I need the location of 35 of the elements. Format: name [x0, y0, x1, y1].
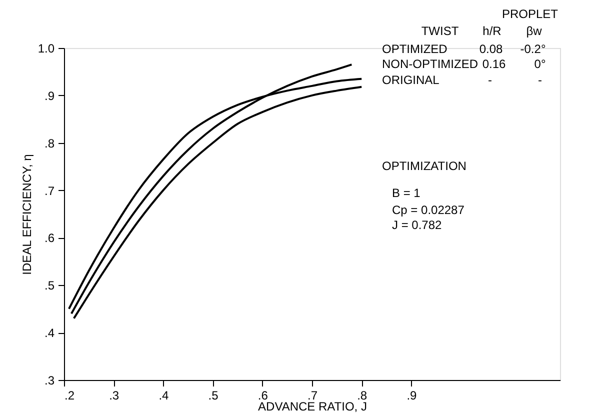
annotation: 0.16: [482, 57, 506, 71]
x-tick-label: .4: [158, 388, 170, 402]
y-tick-label: .4: [44, 326, 55, 340]
annotation: 0°: [534, 57, 546, 71]
annotation: 0.08: [479, 42, 503, 56]
x-tick-label: .6: [258, 388, 268, 402]
annotation: B = 1: [392, 186, 421, 200]
annotation: ORIGINAL: [382, 73, 440, 87]
annotation: OPTIMIZED: [382, 42, 448, 56]
annotation: J = 0.782: [392, 218, 442, 232]
y-tick-label: 1.0: [38, 42, 55, 56]
annotation: -: [538, 73, 542, 87]
x-tick-label: .5: [208, 388, 219, 402]
x-tick-label: .2: [64, 388, 75, 402]
annotation: Cp = 0.02287: [392, 203, 465, 217]
x-tick-label: .7: [307, 388, 318, 402]
y-tick-label: .9: [44, 88, 55, 103]
x-tick-label: .3: [109, 388, 120, 402]
annotation: NON-OPTIMIZED: [382, 57, 478, 71]
y-tick-label: .5: [44, 278, 55, 293]
text: βw: [526, 24, 542, 38]
text: h/R: [482, 24, 502, 38]
x-tick-label: .9: [406, 388, 418, 402]
y-tick-label: .8: [44, 136, 55, 150]
annotation: -: [488, 73, 492, 87]
text: PROPLET: [502, 7, 559, 21]
y-tick-label: .7: [44, 184, 55, 198]
text: TWIST: [421, 24, 460, 38]
annotation: -0.2°: [520, 42, 546, 56]
annotation: OPTIMIZATION: [382, 159, 466, 173]
y-axis-title: IDEAL EFFICIENCY, η: [20, 154, 34, 275]
y-tick-label: .3: [44, 374, 55, 388]
x-tick-label: .8: [357, 388, 368, 402]
x-axis-title: ADVANCE RATIO, J: [258, 400, 367, 414]
y-tick-label: .6: [44, 231, 55, 246]
